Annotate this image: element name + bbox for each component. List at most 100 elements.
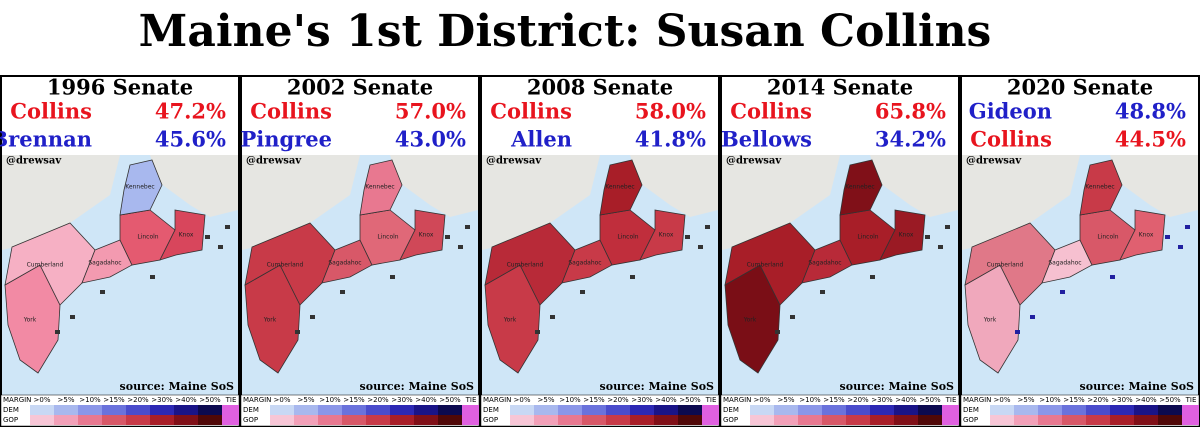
county-label: Knox [419, 232, 434, 239]
legend-swatch [918, 415, 942, 425]
legend-bin: >0% [754, 396, 771, 404]
county [599, 159, 643, 216]
source: source: Maine SoS [600, 380, 714, 393]
legend-bin: >15% [1063, 396, 1085, 404]
legend-bin: >5% [298, 396, 315, 404]
county-label: Sagadahoc [568, 260, 601, 267]
legend-bin: >50% [1159, 396, 1181, 404]
island [465, 225, 470, 229]
legend-bin: >10% [799, 396, 821, 404]
candidate-name: Collins [10, 99, 92, 124]
legend-swatch [78, 415, 102, 425]
legend-row: DEM [243, 406, 259, 414]
legend-swatch [438, 405, 462, 415]
legend-row: DEM [963, 406, 979, 414]
candidate-share: 47.2% [155, 99, 226, 124]
county [484, 222, 576, 306]
legend-tie: TIE [945, 396, 957, 404]
candidate-name: Bellows [721, 127, 812, 152]
county-label: York [743, 317, 757, 324]
county [879, 209, 926, 261]
legend-swatch [678, 405, 702, 415]
legend-swatch [750, 415, 774, 425]
legend-swatch [558, 415, 582, 425]
legend-swatch [702, 405, 719, 425]
outside-land [242, 155, 478, 250]
legend-swatch [126, 415, 150, 425]
island [1060, 290, 1065, 294]
county-label: Cumberland [267, 262, 304, 269]
legend-swatch [30, 415, 54, 425]
legend-bin: >40% [655, 396, 677, 404]
legend-bin: >20% [367, 396, 389, 404]
legend-tie: TIE [465, 396, 477, 404]
county [839, 159, 883, 216]
legend-title: MARGIN [483, 396, 511, 404]
county-label: Lincoln [1097, 234, 1118, 241]
legend-swatch [294, 415, 318, 425]
island [925, 235, 930, 239]
legend-swatch [390, 415, 414, 425]
candidate-share: 41.8% [635, 127, 706, 152]
credit: @drewsav [246, 156, 302, 167]
legend-swatch [438, 415, 462, 425]
legend-swatch [414, 405, 438, 415]
legend-swatch [534, 415, 558, 425]
county-label: Sagadahoc [88, 260, 121, 267]
county-label: York [263, 317, 277, 324]
legend-swatch [582, 405, 606, 415]
legend-swatch [822, 405, 846, 415]
map: York Cumberland Sagadahoc Lincoln Knox Kenneb… [722, 155, 958, 395]
legend-swatch [1086, 415, 1110, 425]
county-label: Kennebec [125, 184, 154, 191]
island [535, 330, 540, 334]
legend-bin: >30% [391, 396, 413, 404]
legend-swatch [798, 415, 822, 425]
legend-bin: >15% [343, 396, 365, 404]
legend-swatch [990, 405, 1014, 415]
legend-row: DEM [3, 406, 19, 414]
legend-swatch [510, 405, 534, 415]
legend-row: GOP [3, 416, 18, 424]
island [870, 275, 875, 279]
county-label: Lincoln [617, 234, 638, 241]
county [561, 239, 613, 284]
legend-title: MARGIN [723, 396, 751, 404]
panel-heading: 2002 Senate [287, 75, 433, 100]
island [1030, 315, 1035, 319]
legend-swatch [150, 405, 174, 415]
legend-bin: >0% [514, 396, 531, 404]
candidate-share: 34.2% [875, 127, 946, 152]
legend-swatch [342, 415, 366, 425]
legend-swatch [366, 415, 390, 425]
legend-swatch [654, 405, 678, 415]
legend-swatch [630, 415, 654, 425]
legend-row: DEM [723, 406, 739, 414]
county-label: Knox [1139, 232, 1154, 239]
legend-bin: >20% [847, 396, 869, 404]
legend-bin: >20% [1087, 396, 1109, 404]
main-title: Maine's 1st District: Susan Collins [138, 6, 992, 57]
legend-bin: >50% [439, 396, 461, 404]
island [790, 315, 795, 319]
legend-row: DEM [483, 406, 499, 414]
island [340, 290, 345, 294]
legend-swatch [582, 415, 606, 425]
candidate-share: 44.5% [1115, 127, 1186, 152]
map: York Cumberland Sagadahoc Lincoln Knox Kenneb… [482, 155, 718, 395]
legend-row: GOP [723, 416, 738, 424]
legend-bin: >30% [871, 396, 893, 404]
island [630, 275, 635, 279]
county-label: Sagadahoc [328, 260, 361, 267]
legend-bin: >5% [58, 396, 75, 404]
island [205, 235, 210, 239]
county [159, 209, 206, 261]
island [55, 330, 60, 334]
legend-swatch [870, 405, 894, 415]
legend-title: MARGIN [963, 396, 991, 404]
legend-swatch [870, 415, 894, 425]
legend-swatch [1110, 415, 1134, 425]
county [639, 209, 686, 261]
